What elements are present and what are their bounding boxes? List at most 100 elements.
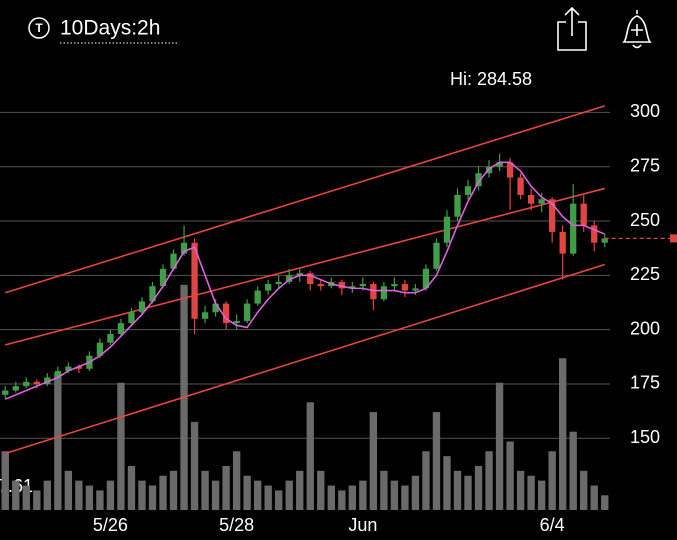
candle-body: [275, 281, 282, 285]
volume-bar: [296, 470, 304, 510]
volume-bar: [495, 382, 504, 510]
volume-bar: [148, 485, 157, 510]
channel-line: [5, 263, 605, 455]
candle-body: [591, 225, 598, 243]
volume-bar: [590, 485, 598, 510]
candle-body: [180, 242, 188, 254]
volume-bar: [75, 480, 83, 510]
volume-bar: [348, 485, 357, 510]
y-tick-label: 250: [630, 210, 660, 230]
volume-bar: [317, 470, 325, 510]
candle-body: [359, 284, 366, 287]
candle-body: [412, 288, 419, 291]
volume-bar: [464, 475, 472, 510]
candle-body: [138, 301, 146, 313]
volume-bar: [369, 412, 378, 510]
share-arrow: [564, 6, 580, 36]
volume-bar: [327, 485, 335, 510]
symbol-icon[interactable]: T: [28, 17, 50, 39]
volume-bar: [64, 470, 73, 510]
share-button[interactable]: [557, 6, 587, 51]
volume-bar: [338, 490, 346, 510]
candle-body: [159, 268, 167, 287]
candle-body: [538, 199, 545, 204]
volume-bar: [43, 480, 52, 510]
candle-body: [96, 342, 104, 356]
candle-body: [170, 253, 177, 269]
candle-body: [149, 286, 156, 302]
volume-bar: [253, 480, 262, 510]
candle-body: [296, 273, 303, 276]
x-tick-label: 6/4: [540, 515, 565, 535]
candle-body: [2, 390, 9, 395]
candle-body: [65, 366, 72, 371]
candle-body: [570, 203, 577, 254]
volume-bar: [401, 485, 409, 510]
candle-body: [464, 186, 472, 195]
candle-body: [433, 242, 440, 269]
volume-bar: [85, 485, 94, 510]
candle-body: [244, 303, 251, 321]
icon-circle: [28, 17, 50, 39]
volume-bar: [359, 480, 367, 510]
interval[interactable]: 10Days:2h: [60, 17, 160, 40]
candle-body: [601, 238, 608, 243]
candle-body: [254, 290, 261, 304]
volume-bar: [33, 490, 41, 510]
candle-body: [201, 312, 209, 319]
bell-clapper: [632, 44, 642, 49]
candle-body: [475, 173, 482, 187]
x-tick-label: 5/28: [219, 515, 254, 535]
x-tick-label: 5/26: [93, 515, 128, 535]
share-box: [557, 21, 587, 51]
candle-body: [549, 199, 556, 232]
volume-bar: [516, 470, 525, 510]
volume-bar: [569, 431, 577, 510]
x-tick-label: Jun: [348, 515, 377, 535]
candle-body: [559, 231, 566, 254]
volume-bar: [275, 490, 283, 510]
candle-body: [317, 284, 324, 287]
alarm-button[interactable]: [622, 10, 652, 49]
volume-bar: [411, 475, 420, 510]
volume-bar: [211, 480, 220, 510]
volume-bar: [117, 382, 125, 510]
candle-body: [33, 381, 40, 384]
volume-bar: [190, 421, 199, 510]
volume-bar: [106, 480, 115, 510]
candle-body: [580, 203, 587, 226]
volume-bar: [264, 485, 272, 510]
last-price-marker: [670, 234, 677, 243]
candle-body: [496, 162, 503, 167]
volume-bar: [443, 456, 451, 510]
candle-body: [233, 320, 240, 324]
volume-bar: [527, 475, 535, 510]
y-tick-label: 225: [630, 264, 660, 284]
candle-body: [307, 273, 314, 285]
bell-plus: [631, 24, 643, 36]
volume-bar: [380, 470, 388, 510]
volume-bar: [12, 480, 20, 510]
volume-bar: [96, 490, 104, 510]
hi-label: Hi: 284.58: [450, 69, 532, 89]
y-tick-label: 300: [630, 101, 660, 121]
volume-bar: [580, 470, 588, 510]
volume-bar: [485, 451, 493, 510]
candle-body: [23, 381, 30, 387]
candle-body: [338, 281, 345, 289]
candle-body: [44, 377, 51, 384]
volume-bar: [232, 451, 241, 510]
volume-bar: [453, 470, 462, 510]
volume-bar: [474, 465, 483, 510]
volume-bar: [243, 475, 251, 510]
volume-bar: [390, 480, 399, 510]
candle-body: [212, 303, 219, 313]
candle-body: [391, 284, 398, 287]
candle-body: [286, 275, 293, 282]
volume-bar: [306, 402, 314, 510]
y-tick-label: 175: [630, 373, 660, 393]
volume-bar: [506, 441, 514, 510]
candle-body: [349, 286, 356, 289]
candle-body: [517, 177, 524, 195]
